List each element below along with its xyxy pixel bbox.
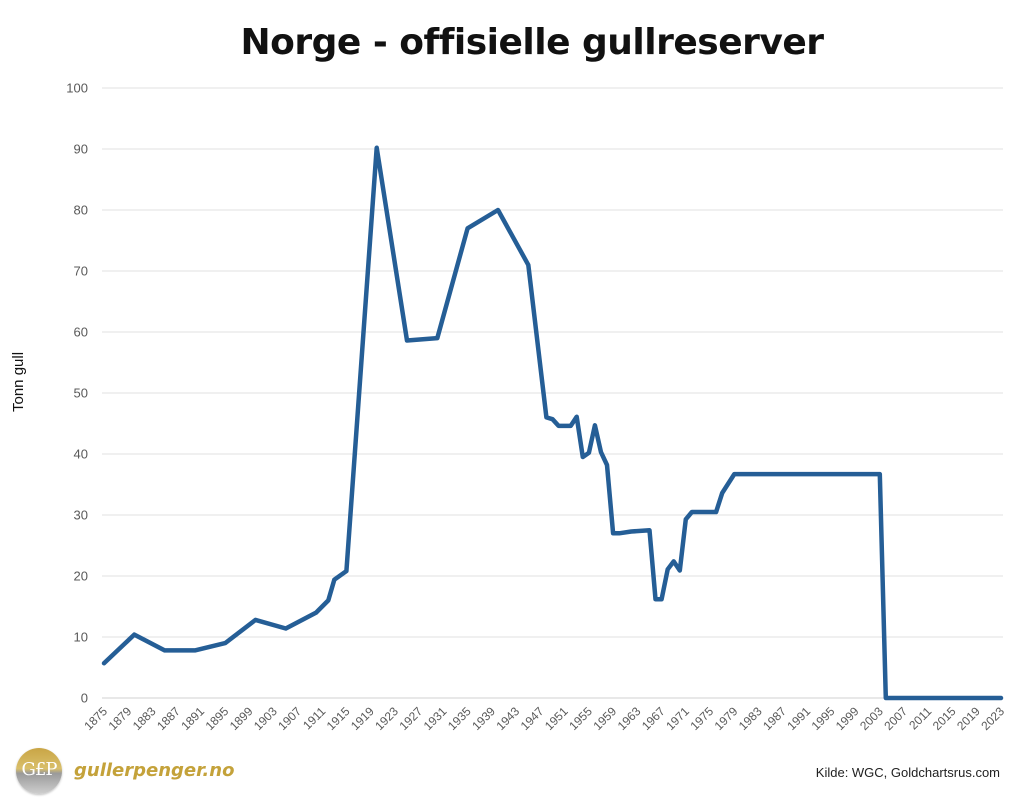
x-axis-ticks: 1875187918831887189118951899190319071911… (81, 704, 1007, 733)
chart-title: Norge - offisielle gullreserver (240, 22, 825, 63)
x-tick-label: 1931 (421, 704, 450, 733)
x-tick-label: 1883 (130, 704, 159, 733)
x-tick-label: 2011 (906, 704, 934, 732)
x-tick-label: 1995 (809, 704, 838, 733)
x-tick-label: 2023 (978, 704, 1007, 733)
x-tick-label: 1915 (324, 704, 353, 733)
y-tick-label: 30 (74, 508, 88, 523)
x-tick-label: 1999 (833, 704, 862, 733)
x-tick-label: 1923 (372, 704, 401, 733)
x-tick-label: 1895 (203, 704, 232, 733)
x-tick-label: 2015 (930, 704, 959, 733)
x-tick-label: 1939 (469, 704, 498, 733)
y-tick-label: 10 (74, 630, 88, 645)
x-tick-label: 1959 (590, 704, 619, 733)
y-tick-label: 90 (74, 142, 88, 157)
x-tick-label: 2003 (857, 704, 886, 733)
gridlines (102, 87, 1003, 699)
y-tick-label: 80 (74, 203, 88, 218)
source-credit: Kilde: WGC, Goldchartsrus.com (815, 765, 1000, 780)
x-tick-label: 1899 (227, 704, 256, 733)
x-tick-label: 1967 (639, 704, 668, 733)
x-tick-label: 1903 (251, 704, 280, 733)
logo-monogram: G£P (21, 759, 58, 780)
x-tick-label: 1947 (518, 704, 547, 733)
x-tick-label: 1887 (154, 704, 183, 733)
y-tick-label: 60 (74, 325, 88, 340)
x-tick-label: 1971 (663, 704, 692, 733)
x-tick-label: 1927 (397, 704, 426, 733)
y-tick-label: 70 (74, 264, 88, 279)
x-tick-label: 1919 (348, 704, 377, 733)
x-tick-label: 1951 (542, 704, 571, 733)
brand-name: gullerpenger.no (74, 760, 235, 781)
gold-reserves-line (101, 145, 1004, 701)
x-tick-label: 1911 (300, 704, 328, 732)
y-tick-label: 50 (74, 386, 88, 401)
brand-logo: G£P (16, 748, 62, 794)
y-axis-ticks: 0 10 20 30 40 50 60 70 80 90 100 (66, 81, 88, 706)
y-tick-label: 20 (74, 569, 88, 584)
x-tick-label: 1987 (760, 704, 789, 733)
x-tick-label: 2007 (881, 704, 910, 733)
x-tick-label: 1983 (736, 704, 765, 733)
x-tick-label: 1963 (615, 704, 644, 733)
x-tick-label: 1935 (445, 704, 474, 733)
x-tick-label: 1991 (784, 704, 813, 733)
y-tick-label: 40 (74, 447, 88, 462)
x-tick-label: 1875 (81, 704, 110, 733)
x-tick-label: 1979 (712, 704, 741, 733)
x-tick-label: 1891 (178, 704, 207, 733)
x-tick-label: 2019 (954, 704, 983, 733)
y-tick-label: 0 (81, 691, 88, 706)
x-tick-label: 1943 (493, 704, 522, 733)
x-tick-label: 1879 (106, 704, 135, 733)
x-tick-label: 1907 (275, 704, 304, 733)
x-tick-label: 1975 (687, 704, 716, 733)
x-tick-label: 1955 (566, 704, 595, 733)
y-tick-label: 100 (66, 81, 88, 96)
